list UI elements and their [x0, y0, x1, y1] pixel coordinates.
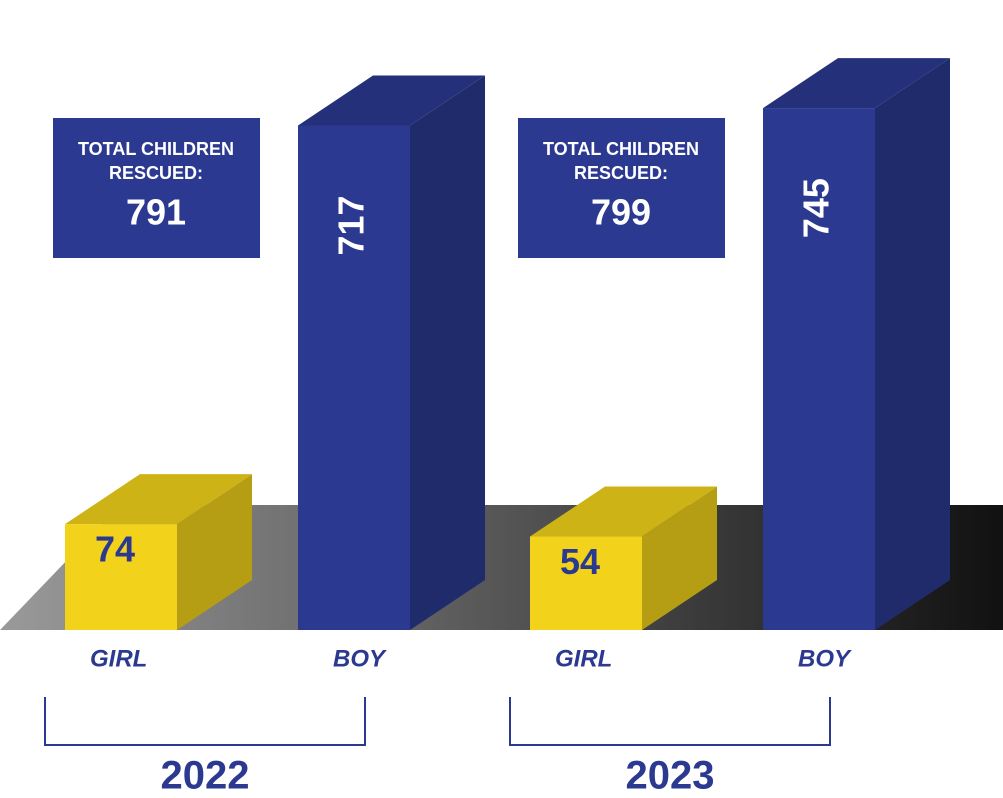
- bar: [763, 108, 875, 631]
- total-value: 791: [126, 192, 186, 233]
- bar: [65, 524, 177, 630]
- bar-top: [65, 474, 252, 525]
- total-box: [53, 118, 260, 258]
- total-label-line: RESCUED:: [574, 163, 668, 183]
- total-label-line: TOTAL CHILDREN: [78, 139, 234, 159]
- bar-side: [642, 486, 717, 630]
- value-label: 54: [560, 541, 600, 582]
- category-label: BOY: [333, 645, 387, 672]
- bar-top: [763, 58, 950, 109]
- total-box: [518, 118, 725, 258]
- total-label-line: RESCUED:: [109, 163, 203, 183]
- value-label: 717: [331, 195, 372, 255]
- category-label: GIRL: [555, 645, 612, 672]
- bar-top: [530, 486, 717, 537]
- year-label: 2022: [161, 754, 250, 798]
- total-value: 799: [591, 192, 651, 233]
- bracket: [509, 697, 831, 746]
- bar-top: [298, 75, 485, 126]
- value-label: 74: [95, 529, 135, 570]
- total-label-line: TOTAL CHILDREN: [543, 139, 699, 159]
- category-label: BOY: [798, 645, 852, 672]
- bar-side: [875, 58, 950, 631]
- bracket: [44, 697, 366, 746]
- value-label: 745: [796, 178, 837, 238]
- total-label: TOTAL CHILDREN RESCUED:: [78, 139, 234, 183]
- category-label: GIRL: [90, 645, 147, 672]
- bar-side: [177, 474, 252, 630]
- bar: [530, 536, 642, 630]
- total-label: TOTAL CHILDREN RESCUED:: [543, 139, 699, 183]
- bar-side: [410, 75, 485, 630]
- bar: [298, 125, 410, 631]
- year-label: 2023: [626, 754, 715, 798]
